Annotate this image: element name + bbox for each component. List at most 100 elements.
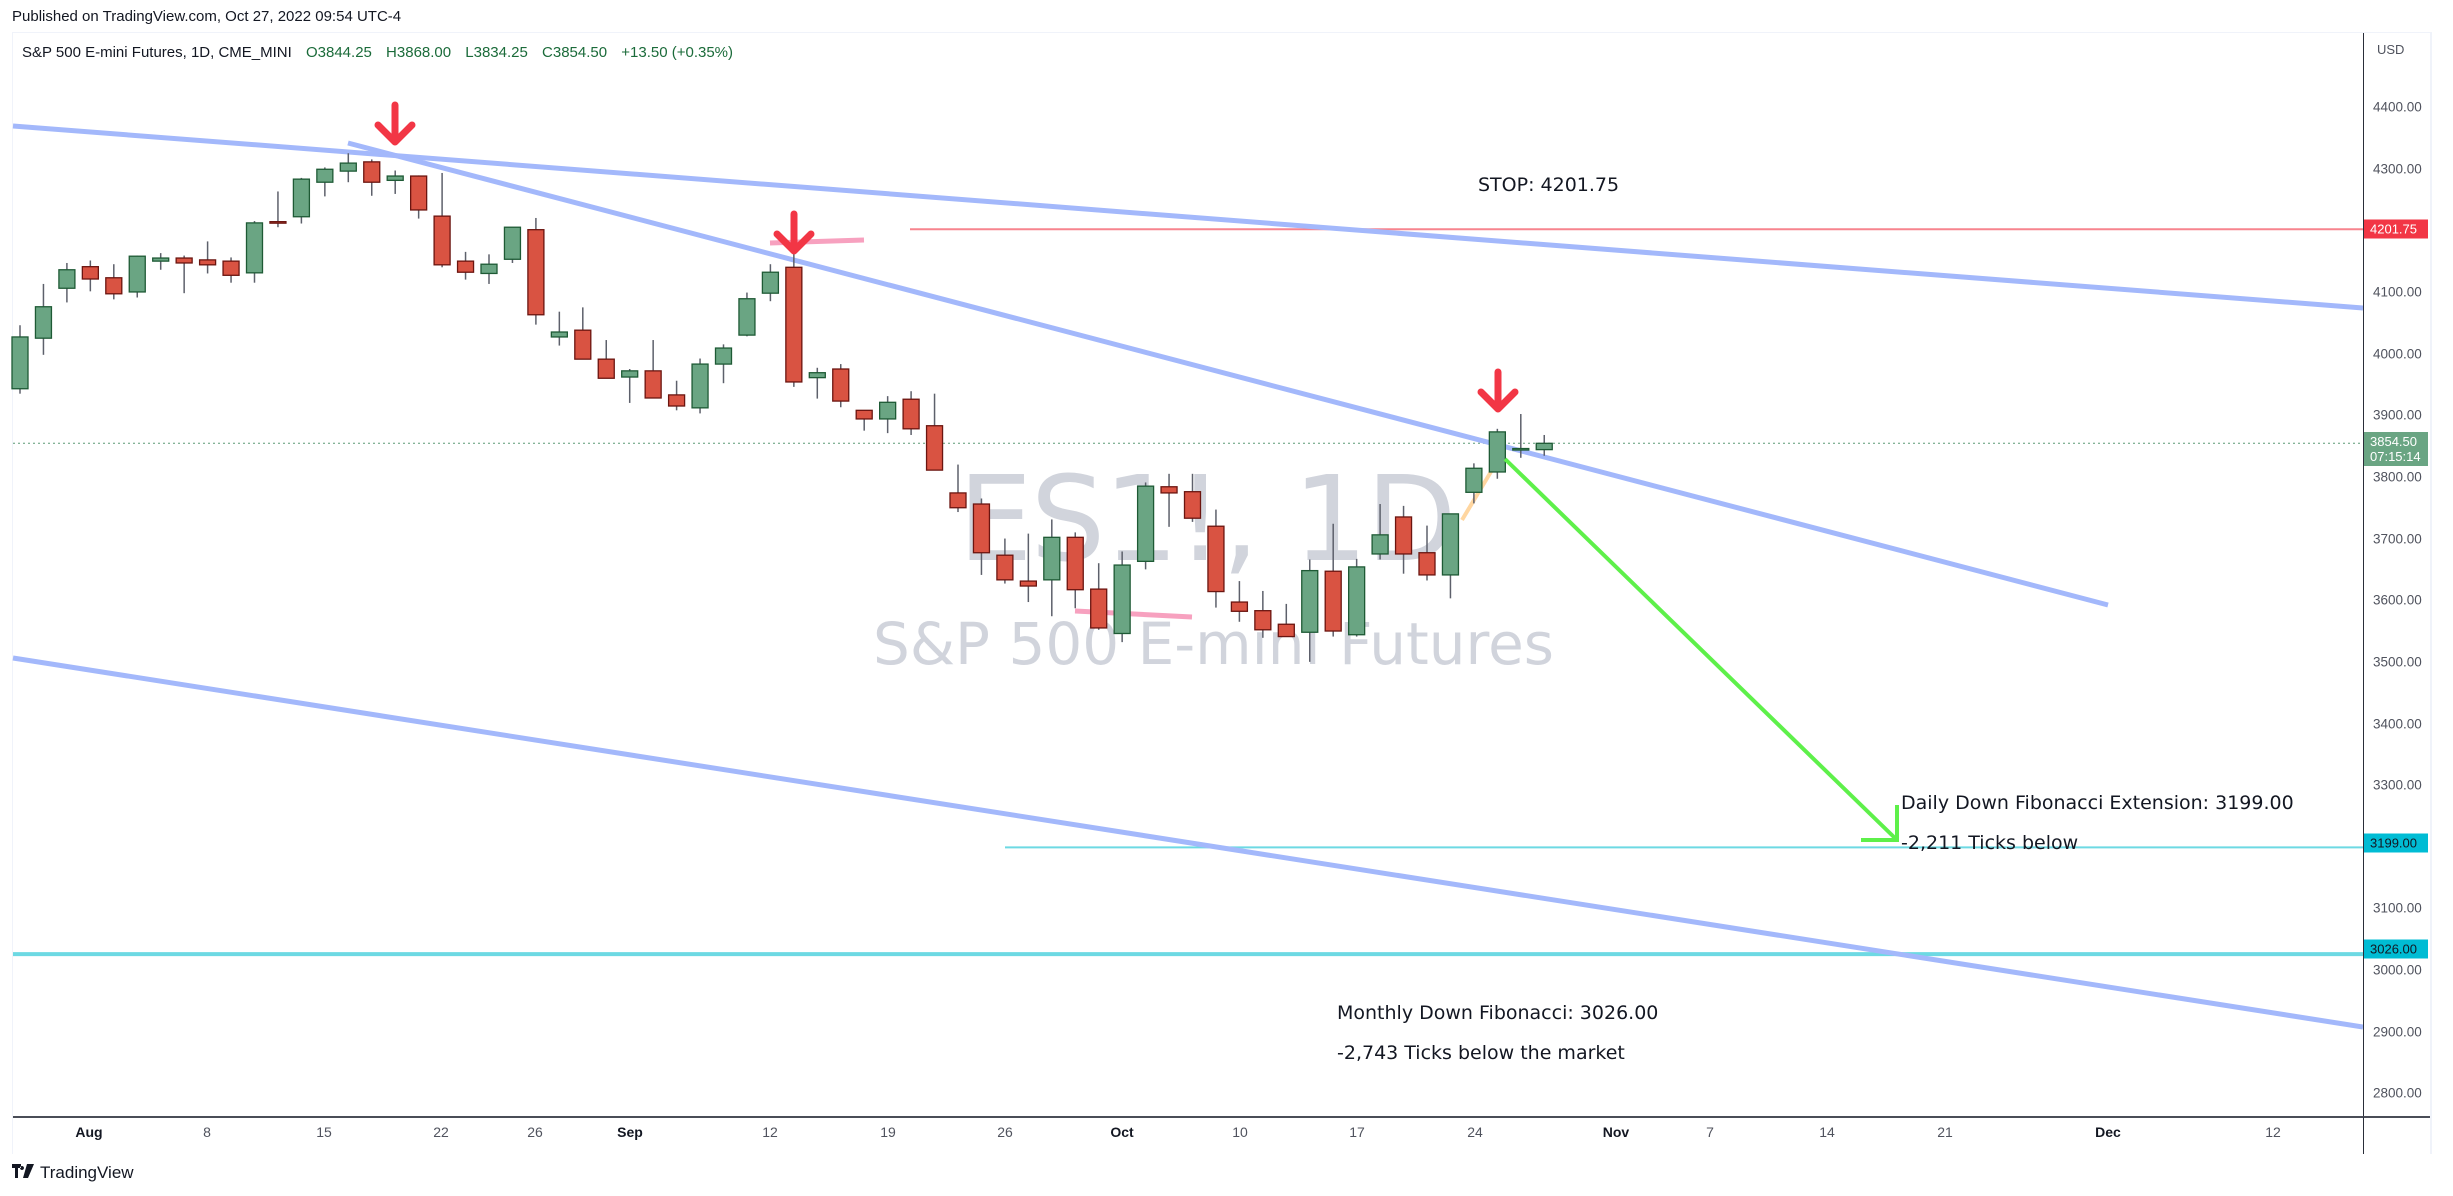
time-tick-label: 17 (1349, 1124, 1365, 1140)
price-tick-label: 3700.00 (2373, 531, 2422, 547)
time-tick-label: 21 (1937, 1124, 1953, 1140)
candle-body (503, 226, 522, 260)
candle-body (1066, 536, 1084, 591)
time-tick-label: Oct (1110, 1124, 1134, 1140)
candle-body (480, 263, 498, 275)
tradingview-logo[interactable]: TradingView (12, 1163, 134, 1183)
time-tick-label: Dec (2095, 1124, 2121, 1140)
candle-body (1394, 516, 1413, 555)
annotation-monthly-ticks[interactable]: -2,743 Ticks below the market (1337, 1042, 1625, 1064)
candle-body (925, 425, 944, 471)
orange-mark (1460, 468, 1494, 522)
candle-body (433, 215, 451, 266)
price-axis-currency: USD (2377, 42, 2405, 57)
time-axis[interactable] (13, 1116, 2363, 1154)
candle-body (738, 298, 756, 336)
price-tick-label: 4000.00 (2373, 346, 2422, 362)
candle-body (198, 259, 217, 266)
legend-symbol: S&P 500 E-mini Futures, 1D, CME_MINI (22, 44, 292, 61)
annotation-daily-ticks[interactable]: -2,211 Ticks below (1901, 832, 2079, 854)
candle-body (1136, 485, 1155, 563)
candle-body (785, 266, 803, 383)
price-tick-label: 3300.00 (2373, 777, 2422, 793)
time-tick-label: 26 (527, 1124, 543, 1140)
projection-arrow-line[interactable] (1503, 457, 1899, 842)
candle-body (761, 271, 780, 294)
last-price-tag: 3854.50 07:15:14 (2364, 432, 2428, 466)
candle-body (1160, 486, 1178, 494)
fib-monthly-tag: 3026.00 (2364, 939, 2428, 959)
candle-body (879, 401, 897, 420)
candle-body (714, 347, 733, 365)
time-tick-label: 12 (2265, 1124, 2281, 1140)
annotation-monthly-fib[interactable]: Monthly Down Fibonacci: 3026.00 (1337, 1002, 1659, 1024)
candle-body (527, 229, 545, 316)
time-tick-label: 8 (203, 1124, 211, 1140)
candle-body (1090, 588, 1108, 629)
time-tick-label: Sep (617, 1124, 643, 1140)
price-tick-label: 4300.00 (2373, 161, 2422, 177)
candle-body (832, 368, 850, 402)
candle-body (1230, 601, 1249, 612)
price-tick-label: 3500.00 (2373, 654, 2422, 670)
candle-body (152, 257, 170, 262)
published-caption: Published on TradingView.com, Oct 27, 20… (12, 8, 402, 25)
time-tick-label: Nov (1602, 1124, 1630, 1140)
candle-body (1254, 610, 1272, 631)
candle-body (1465, 467, 1483, 493)
candle-body (855, 409, 873, 420)
down-arrow-icon[interactable] (1477, 368, 1519, 413)
time-tick-label: 15 (316, 1124, 332, 1140)
candle-body (1535, 442, 1553, 451)
time-tick-label: Aug (75, 1124, 103, 1140)
candlestick-chart[interactable] (0, 0, 2363, 1116)
candle-body (363, 161, 381, 183)
candle-body (58, 269, 76, 289)
candle-body (1324, 570, 1342, 632)
candle-body (972, 503, 991, 554)
candle-body (11, 336, 29, 390)
down-arrow-icon[interactable] (374, 101, 416, 146)
candle-body (1019, 580, 1037, 587)
stop-price-tag: 4201.75 (2364, 219, 2428, 239)
last-price-value: 3854.50 (2370, 434, 2417, 449)
candle-body (1043, 536, 1061, 581)
candle-body (597, 358, 615, 379)
candle-body (409, 175, 428, 211)
candle-body (222, 260, 240, 276)
axis-corner (2363, 1116, 2430, 1154)
price-axis[interactable] (2363, 33, 2430, 1116)
symbol-legend: S&P 500 E-mini Futures, 1D, CME_MINI O38… (22, 44, 733, 61)
legend-low: L3834.25 (465, 44, 528, 61)
candle-body (1277, 623, 1295, 638)
candle-body (691, 363, 709, 409)
candle-body (456, 260, 475, 273)
candle-body (269, 221, 287, 224)
annotation-daily-fib[interactable]: Daily Down Fibonacci Extension: 3199.00 (1901, 792, 2294, 814)
candle-body (621, 370, 639, 378)
lower-channel-trendline[interactable] (12, 655, 2363, 1030)
time-tick-label: 12 (762, 1124, 778, 1140)
descending-resistance-trendline[interactable] (347, 140, 2109, 608)
chart-pane[interactable] (13, 33, 2363, 1116)
candle-body (81, 266, 99, 280)
candle-body (175, 257, 193, 264)
candle-body (1418, 552, 1436, 576)
candle-body (292, 178, 311, 218)
price-tick-label: 3000.00 (2373, 962, 2422, 978)
down-arrow-icon[interactable] (773, 210, 815, 255)
candle-body (667, 394, 686, 407)
candle-body (1512, 447, 1530, 451)
time-tick-label: 22 (433, 1124, 449, 1140)
candle-body (902, 398, 920, 430)
time-tick-label: 10 (1232, 1124, 1248, 1140)
candle-body (245, 222, 264, 274)
tradingview-brand: TradingView (40, 1163, 134, 1182)
bar-countdown: 07:15:14 (2370, 449, 2421, 464)
price-tick-label: 3400.00 (2373, 716, 2422, 731)
candle-body (644, 370, 662, 399)
annotation-stop[interactable]: STOP: 4201.75 (1478, 174, 1620, 196)
candle-body (339, 162, 357, 172)
legend-change: +13.50 (+0.35%) (621, 44, 734, 61)
upper-channel-trendline[interactable] (12, 123, 2363, 311)
